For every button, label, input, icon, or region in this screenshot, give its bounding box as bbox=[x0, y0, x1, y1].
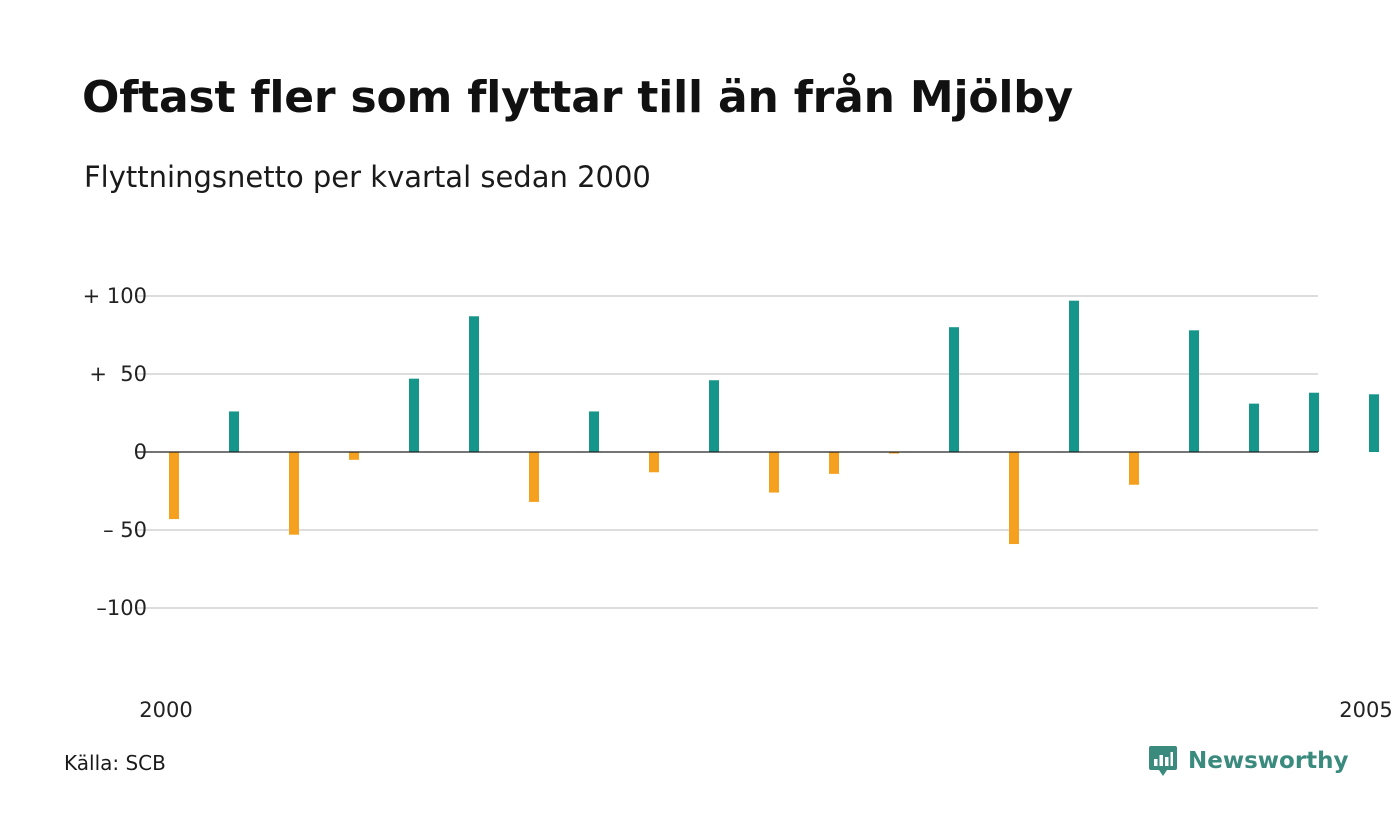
bar bbox=[589, 411, 599, 452]
brand: Newsworthy bbox=[1148, 744, 1349, 778]
bar bbox=[469, 316, 479, 452]
bar bbox=[1309, 392, 1319, 452]
brand-name: Newsworthy bbox=[1188, 748, 1349, 774]
bar bbox=[289, 452, 299, 535]
bar bbox=[169, 452, 179, 520]
bar bbox=[1009, 452, 1019, 545]
bar bbox=[409, 378, 419, 452]
bar bbox=[949, 327, 959, 452]
bars bbox=[169, 300, 1379, 545]
bar bbox=[889, 452, 899, 454]
chart-title: Oftast fler som flyttar till än från Mjö… bbox=[82, 72, 1074, 123]
newsworthy-logo-icon bbox=[1149, 746, 1177, 776]
y-tick-label: –100 bbox=[96, 596, 147, 620]
bar bbox=[229, 411, 239, 452]
bar bbox=[829, 452, 839, 474]
bar bbox=[349, 452, 359, 460]
grid-lines bbox=[137, 295, 1318, 609]
source-note: Källa: SCB bbox=[64, 751, 166, 775]
bar bbox=[709, 380, 719, 452]
chart-subtitle: Flyttningsnetto per kvartal sedan 2000 bbox=[84, 160, 651, 194]
axes: + 100+ 500– 50–10020002005201020152020 bbox=[83, 284, 1393, 722]
bar bbox=[529, 452, 539, 502]
bar bbox=[649, 452, 659, 473]
bar bbox=[1129, 452, 1139, 485]
x-tick-label: 2000 bbox=[139, 698, 192, 722]
bar bbox=[1069, 300, 1079, 452]
bar bbox=[1369, 394, 1379, 452]
x-tick-label: 2005 bbox=[1339, 698, 1392, 722]
bar bbox=[769, 452, 779, 493]
bar bbox=[1189, 330, 1199, 452]
y-tick-label: – 50 bbox=[103, 518, 147, 542]
y-tick-label: + 100 bbox=[83, 284, 147, 308]
bar bbox=[1249, 403, 1259, 452]
y-tick-label: + 50 bbox=[89, 362, 147, 386]
